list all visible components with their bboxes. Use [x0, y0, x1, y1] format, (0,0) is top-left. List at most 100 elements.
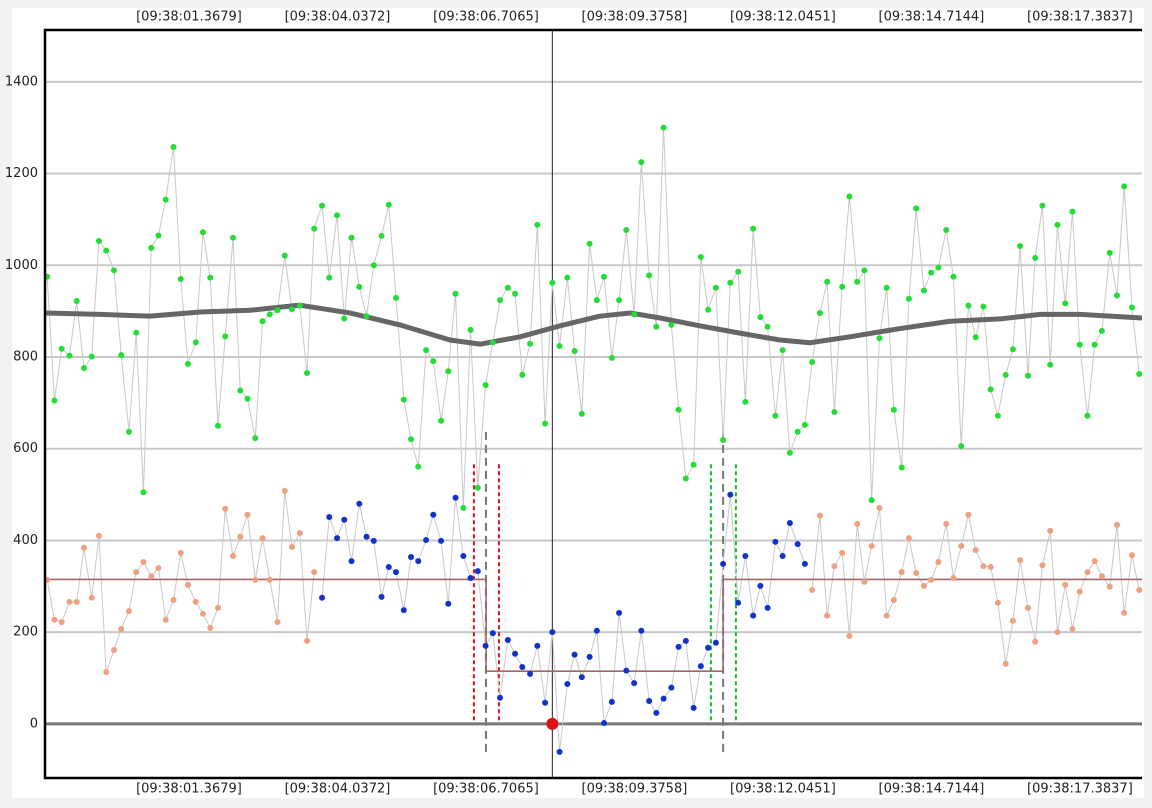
point — [348, 234, 355, 241]
point — [682, 475, 689, 482]
point — [943, 226, 950, 233]
point — [772, 538, 779, 545]
point — [593, 297, 600, 304]
point — [935, 264, 942, 271]
point — [170, 597, 177, 604]
point — [177, 276, 184, 283]
point — [913, 205, 920, 212]
point — [222, 505, 229, 512]
point — [504, 636, 511, 643]
point — [616, 609, 623, 616]
point — [460, 504, 467, 511]
point — [162, 196, 169, 203]
point — [80, 544, 87, 551]
point — [786, 520, 793, 527]
point — [80, 364, 87, 371]
point — [110, 267, 117, 274]
point — [779, 553, 786, 560]
x-tick-label-top: [09:38:06.7065] — [433, 10, 539, 25]
point — [385, 201, 392, 208]
point — [430, 358, 437, 365]
point — [705, 644, 712, 651]
point — [467, 575, 474, 582]
point — [861, 578, 868, 585]
point — [281, 252, 288, 259]
point — [288, 306, 295, 313]
point — [1091, 558, 1098, 565]
point — [987, 386, 994, 393]
point — [943, 520, 950, 527]
point — [571, 651, 578, 658]
point — [1098, 327, 1105, 334]
point — [244, 395, 251, 402]
point — [690, 461, 697, 468]
point — [1113, 292, 1120, 299]
point — [274, 619, 281, 626]
y-tick-label: 400 — [13, 533, 38, 548]
point — [958, 542, 965, 549]
point — [1098, 573, 1105, 580]
point — [199, 229, 206, 236]
point — [653, 323, 660, 330]
point — [237, 387, 244, 394]
point — [222, 333, 229, 340]
point — [140, 558, 147, 565]
point — [601, 719, 608, 726]
point — [928, 576, 935, 583]
point — [319, 594, 326, 601]
point — [125, 428, 132, 435]
point — [460, 553, 467, 560]
point — [697, 663, 704, 670]
point — [474, 484, 481, 491]
point — [192, 339, 199, 346]
point — [148, 573, 155, 580]
point — [905, 295, 912, 302]
point — [556, 748, 563, 755]
point — [1032, 638, 1039, 645]
point — [727, 279, 734, 286]
point — [177, 549, 184, 556]
point — [363, 313, 370, 320]
point — [742, 553, 749, 560]
point — [712, 284, 719, 291]
point — [527, 340, 534, 347]
point — [1062, 581, 1069, 588]
y-tick-label: 1400 — [5, 74, 38, 89]
point — [682, 637, 689, 644]
point — [638, 159, 645, 166]
point — [735, 268, 742, 275]
point — [1024, 604, 1031, 611]
point — [438, 537, 445, 544]
series-line — [321, 494, 806, 753]
point — [846, 193, 853, 200]
point — [133, 569, 140, 576]
point — [140, 489, 147, 496]
point — [66, 598, 73, 605]
point — [586, 240, 593, 247]
point — [675, 406, 682, 413]
point — [155, 564, 162, 571]
point — [1017, 557, 1024, 564]
point — [601, 273, 608, 280]
point — [1128, 304, 1135, 311]
point — [400, 396, 407, 403]
plot-background — [12, 8, 1144, 798]
point — [890, 597, 897, 604]
point — [452, 290, 459, 297]
point — [192, 598, 199, 605]
x-tick-label-bottom: [09:38:06.7065] — [433, 782, 539, 797]
x-tick-label-top: [09:38:12.0451] — [730, 10, 836, 25]
point — [489, 339, 496, 346]
point — [378, 232, 385, 239]
point — [660, 124, 667, 131]
point — [148, 244, 155, 251]
point — [266, 311, 273, 318]
x-tick-label-top: [09:38:09.3758] — [582, 10, 688, 25]
point — [735, 599, 742, 606]
point — [51, 616, 58, 623]
x-tick-label-bottom: [09:38:14.7144] — [879, 782, 985, 797]
point — [876, 335, 883, 342]
point — [184, 360, 191, 367]
